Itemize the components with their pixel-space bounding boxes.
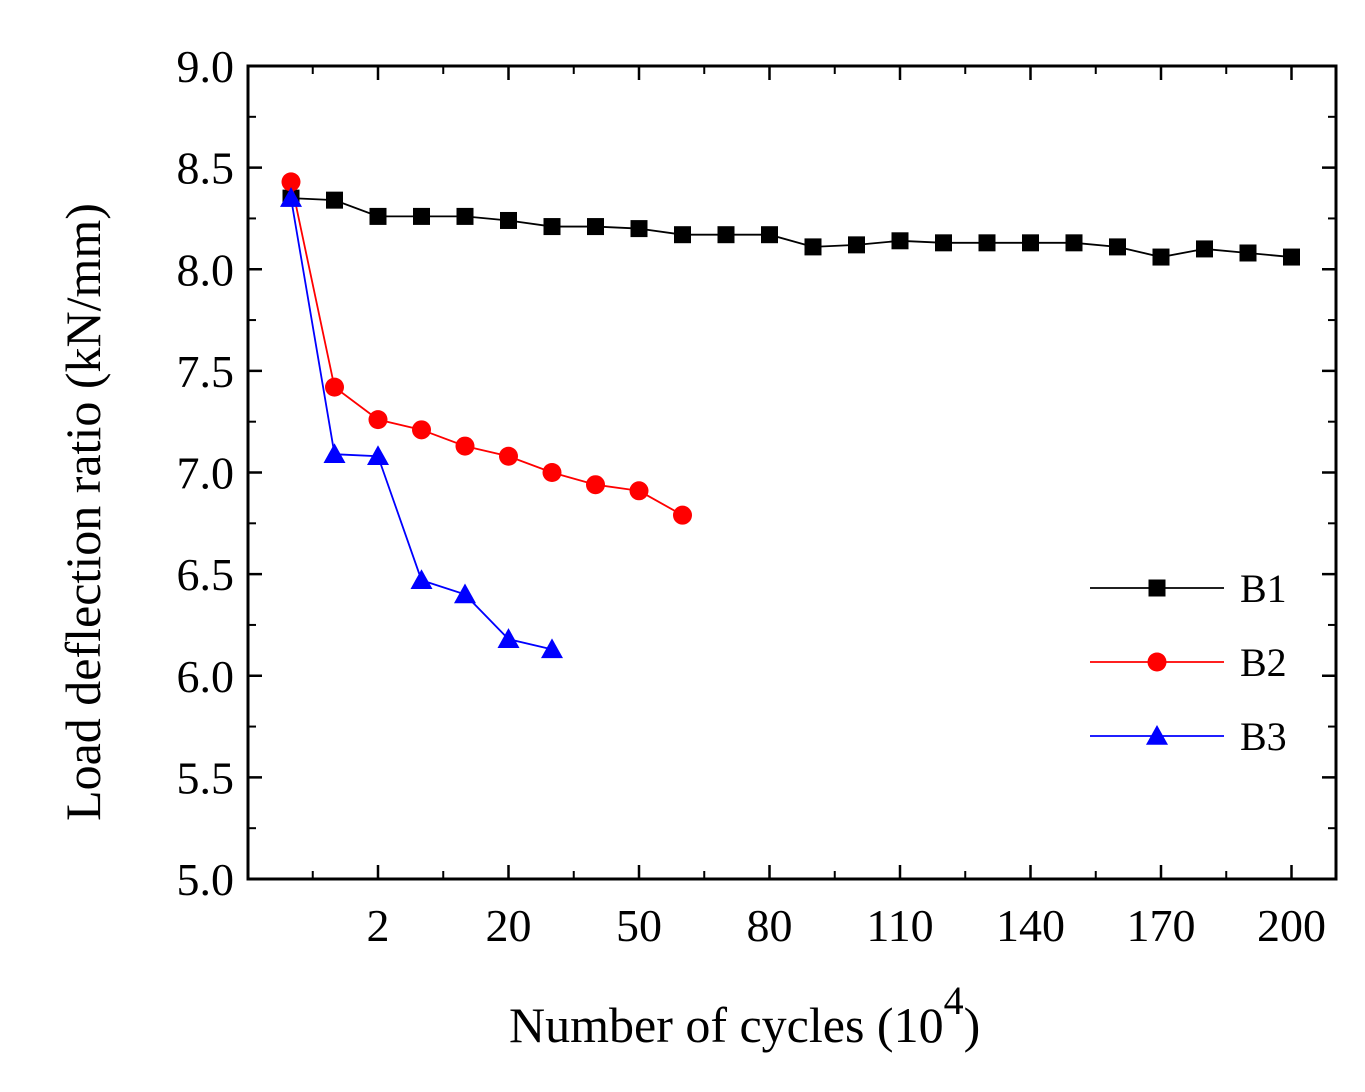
x-tick-label: 2 [367,900,390,951]
data-point-b2 [412,420,431,440]
data-point-b1 [804,238,822,256]
data-point-b3 [454,583,476,604]
data-point-b1 [413,207,430,225]
x-axis-title: Number of cycles (104) [509,978,980,1053]
x-axis-title-close: ) [964,997,981,1053]
data-point-b2 [368,410,388,430]
data-point-b3 [541,638,563,659]
x-axis-ticks: 2 20 50 80 110 140 170 200 [311,66,1326,951]
x-axis-title-main: Number of cycles (10 [509,997,944,1053]
y-tick-label: 5.0 [177,854,235,905]
x-tick-label: 50 [616,900,662,951]
data-point-b1 [543,218,561,236]
data-point-b2 [629,481,649,501]
y-tick-label: 5.5 [177,752,235,803]
data-point-b1 [326,191,343,209]
series-line-b1 [290,197,1292,258]
series-b1 [282,189,1300,266]
y-tick-label: 6.0 [177,651,235,702]
legend-item-b1: B1 [1090,566,1287,611]
x-tick-label: 200 [1257,900,1326,951]
plot-frame [246,64,1338,881]
y-axis-title: Load deflection ratio (kN/mm) [55,203,111,821]
x-axis-title-superscript: 4 [944,978,964,1023]
data-point-b3 [410,569,433,590]
data-point-b3 [323,443,346,464]
data-point-b1 [761,226,778,244]
data-point-b1 [1065,234,1083,252]
y-axis-ticks: 5.0 5.5 6.0 6.5 7.0 7.5 8.0 8.5 9.0 [177,41,1336,905]
x-tick-label: 110 [866,900,933,951]
legend-marker [1148,579,1166,597]
data-point-b1 [456,207,474,225]
x-tick-label: 140 [996,900,1065,951]
series-line-b2 [290,181,683,516]
data-point-b1 [1022,234,1039,252]
data-point-b1 [717,226,735,244]
legend-marker [1146,725,1168,745]
data-point-b1 [935,234,952,252]
data-point-b2 [499,446,518,466]
data-point-b1 [369,207,387,225]
x-tick-label: 80 [747,900,793,951]
x-tick-label: 20 [486,900,532,951]
legend-item-b3: B3 [1090,714,1287,759]
data-point-b3 [497,628,520,648]
data-point-b1 [674,226,691,244]
data-point-b3 [280,187,302,207]
y-tick-label: 8.0 [177,244,235,295]
data-point-b1 [587,218,604,236]
data-point-b2 [542,463,562,482]
y-tick-label: 9.0 [177,41,235,92]
legend: B1 B2 B3 [1090,566,1287,759]
y-tick-label: 8.5 [177,143,235,194]
data-point-b1 [1152,248,1170,266]
data-point-b1 [1239,244,1257,262]
legend-marker [1147,652,1167,672]
data-point-b1 [500,211,517,229]
data-point-b1 [1283,248,1300,266]
data-point-b3 [367,445,389,466]
data-point-b1 [978,234,996,252]
data-point-b2 [281,172,301,192]
legend-item-b2: B2 [1090,640,1287,685]
data-point-b1 [848,236,865,254]
data-point-b2 [673,505,692,525]
data-point-b2 [325,377,344,397]
data-point-b1 [1196,240,1213,258]
legend-label: B3 [1240,714,1287,759]
y-tick-label: 7.5 [177,346,235,397]
data-point-b2 [586,475,605,495]
data-point-b2 [455,436,475,456]
data-point-b1 [630,220,648,238]
y-tick-label: 7.0 [177,448,235,499]
legend-label: B2 [1240,640,1287,685]
series-b2 [281,172,692,525]
legend-label: B1 [1240,566,1287,611]
data-point-b1 [1109,238,1126,256]
y-tick-label: 6.5 [177,549,235,600]
data-point-b1 [891,232,909,250]
series-b3 [280,187,563,659]
x-tick-label: 170 [1127,900,1196,951]
series-layer [280,172,1300,659]
